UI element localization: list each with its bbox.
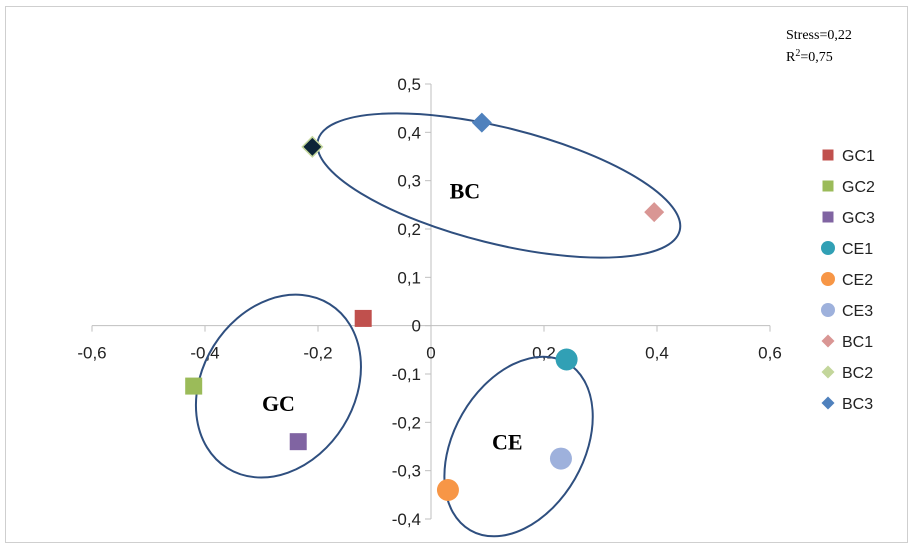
cluster-label-gc: GC [262, 391, 295, 416]
r-squared-value: R2=0,75 [786, 48, 833, 65]
point-gc2 [185, 377, 203, 395]
legend-marker-bc3 [821, 396, 835, 410]
legend: GC1 GC2 GC3 CE1 CE2 CE3 BC1 BC2 BC3 [821, 148, 875, 413]
x-tick-label: 0,4 [645, 344, 669, 363]
legend-label-gc1: GC1 [842, 148, 875, 165]
legend-marker-bc1 [821, 334, 835, 348]
stress-annotation: Stress=0,22 R2=0,75 [786, 28, 852, 65]
legend-marker-ce3 [821, 303, 835, 317]
point-bc3 [471, 112, 492, 133]
cluster-ellipse-bc [316, 112, 682, 259]
axes: -0,6 -0,4 -0,2 0 0,2 0,4 0,6 0,5 0,4 0,3 0,2 0,1 0 -0… [77, 75, 781, 529]
point-bc2 [301, 135, 324, 158]
legend-label-ce1: CE1 [842, 241, 873, 258]
y-tick-label: 0 [412, 317, 421, 336]
legend-label-gc2: GC2 [842, 179, 875, 196]
y-tick-label: -0,4 [392, 510, 421, 529]
legend-label-gc3: GC3 [842, 210, 875, 227]
legend-label-bc1: BC1 [842, 334, 873, 351]
data-points [185, 112, 665, 501]
legend-label-ce3: CE3 [842, 303, 873, 320]
y-tick-label: 0,5 [397, 75, 421, 94]
legend-label-bc2: BC2 [842, 365, 873, 382]
legend-marker-bc2 [821, 365, 835, 379]
y-tick-label: -0,2 [392, 413, 421, 432]
cluster-label-bc: BC [450, 178, 481, 203]
y-tick-label: 0,1 [397, 268, 421, 287]
stress-value: Stress=0,22 [786, 28, 852, 43]
point-gc1 [354, 309, 372, 327]
cluster-ellipse-gc [194, 293, 362, 479]
cluster-ellipses: BC GC CE [194, 112, 682, 538]
cluster-label-ce: CE [492, 430, 523, 455]
point-ce3 [549, 447, 572, 470]
point-gc3 [289, 433, 307, 451]
y-tick-label: 0,2 [397, 220, 421, 239]
x-tick-label: -0,4 [190, 344, 219, 363]
x-tick-label: -0,2 [303, 344, 332, 363]
legend-marker-gc2 [822, 180, 834, 192]
y-tick-label: -0,1 [392, 365, 421, 384]
y-tick-label: 0,4 [397, 123, 421, 142]
scatter-chart: -0,6 -0,4 -0,2 0 0,2 0,4 0,6 0,5 0,4 0,3 0,2 0,1 0 -0… [77, 28, 875, 538]
x-tick-label: 0 [426, 344, 435, 363]
legend-marker-ce1 [821, 241, 835, 255]
point-bc1 [644, 202, 665, 223]
point-ce1 [555, 348, 578, 371]
point-ce2 [436, 479, 459, 501]
y-tick-label: 0,3 [397, 172, 421, 191]
legend-label-bc3: BC3 [842, 396, 873, 413]
legend-marker-gc1 [822, 149, 834, 161]
x-tick-label: 0,2 [532, 344, 556, 363]
legend-marker-gc3 [822, 211, 834, 223]
x-tick-label: 0,6 [758, 344, 782, 363]
x-tick-label: -0,6 [77, 344, 106, 363]
chart-frame: -0,6 -0,4 -0,2 0 0,2 0,4 0,6 0,5 0,4 0,3 0,2 0,1 0 -0… [5, 6, 908, 543]
legend-label-ce2: CE2 [842, 272, 873, 289]
y-tick-label: -0,3 [392, 462, 421, 481]
legend-marker-ce2 [821, 272, 835, 286]
